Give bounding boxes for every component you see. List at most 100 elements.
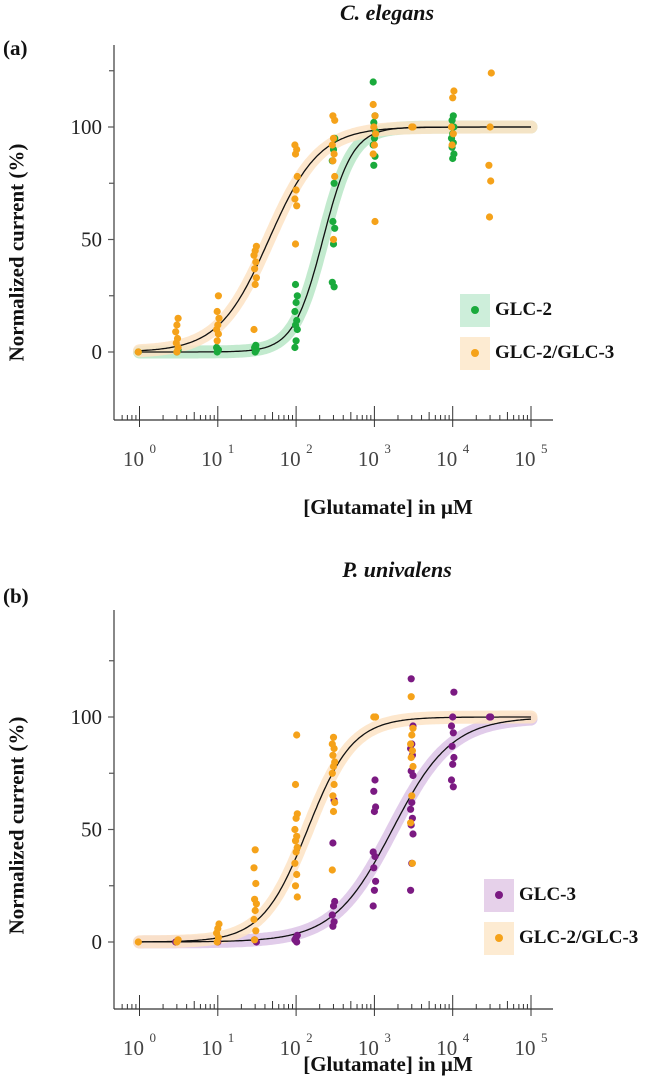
data-point [293,843,301,852]
data-point [291,280,300,289]
data-point [291,343,299,352]
legend-item-glc2-glc3: GLC-2/GLC-3 [460,336,614,370]
legend-item-glc2: GLC-2 [460,293,614,327]
data-point [251,895,259,903]
y-tick-label: 100 [71,115,103,139]
data-point [370,886,378,894]
data-point [329,157,337,165]
panel-b-legend: GLC-3 GLC-2/GLC-3 [484,878,638,964]
legend-label: GLC-2 [495,299,552,320]
fit-curve-1 [139,126,531,352]
data-point [293,870,301,879]
data-point [372,130,380,138]
data-point [214,292,222,300]
data-point [174,936,182,944]
data-point [447,722,456,730]
data-point [330,150,338,158]
data-point [369,78,377,86]
data-point [250,915,258,924]
data-point [447,123,456,131]
x-tick-exponent: 4 [463,441,470,456]
data-point [251,265,259,273]
data-point [372,877,380,885]
data-point [485,213,494,221]
data-point [449,760,457,768]
legend-label: GLC-2/GLC-3 [519,927,639,948]
data-point [330,918,338,926]
data-point [328,740,336,748]
panel-a-title: C. elegans [339,0,435,25]
x-tick-label: 10 [358,1036,379,1060]
data-point [408,859,416,867]
data-point [447,776,456,784]
data-point [215,920,223,928]
data-point [329,839,337,847]
data-point [370,713,378,721]
legend-marker-icon [495,891,503,899]
data-point [213,307,221,316]
legend-item-glc3: GLC-3 [484,878,638,912]
data-point [213,343,221,352]
data-point [328,911,336,919]
y-tick-label: 0 [92,930,103,954]
data-point [252,242,260,250]
legend-label: GLC-2/GLC-3 [495,342,615,363]
data-point [450,688,458,696]
data-point [371,112,379,120]
data-point [331,798,339,807]
data-point [328,278,336,286]
panel-b-title: P. univalens [342,557,452,582]
y-tick-label: 50 [81,228,102,252]
x-tick-exponent: 3 [384,1030,391,1045]
legend-item-glc2-glc3: GLC-2/GLC-3 [484,921,638,955]
data-point [172,328,180,336]
data-point [292,298,300,307]
data-point [293,316,301,325]
data-point [291,780,300,789]
data-point [409,724,417,732]
data-point [250,325,258,334]
panel-b-x-axis-label: [Glutamate] in µM [303,1052,473,1076]
data-point [293,202,301,210]
x-tick-exponent: 1 [228,441,235,456]
data-point [409,123,417,131]
data-point [487,177,495,185]
x-tick-exponent: 2 [306,1030,313,1045]
data-point [292,337,300,345]
x-tick-exponent: 0 [150,1030,157,1045]
data-point [407,740,415,748]
data-point [409,830,417,838]
data-point [371,217,379,226]
legend-swatch-glc2-glc3 [484,921,514,955]
data-point [329,733,338,741]
y-tick-label: 50 [81,818,102,842]
x-tick-label: 10 [515,447,536,471]
data-point [409,762,417,771]
data-point [487,713,495,721]
data-point [485,161,493,169]
data-point [408,798,416,807]
data-point [293,292,301,300]
data-point [329,217,337,226]
data-point [370,123,378,131]
data-point [407,805,415,813]
legend-swatch-glc2-glc3 [460,336,490,370]
panel-a-letter: (a) [3,36,28,60]
panel-b-letter: (b) [3,584,29,608]
data-point [329,807,338,816]
data-point [173,321,181,329]
x-tick-exponent: 2 [306,441,313,456]
data-point [449,94,457,102]
data-point [293,832,301,840]
data-point [450,753,458,762]
legend-marker-icon [471,349,479,357]
data-point [450,150,458,158]
data-point [369,902,377,910]
data-point [331,897,339,906]
data-point [370,787,378,795]
x-tick-label: 10 [515,1036,536,1060]
data-point [330,780,338,789]
data-point [370,141,378,149]
data-point [214,321,222,329]
